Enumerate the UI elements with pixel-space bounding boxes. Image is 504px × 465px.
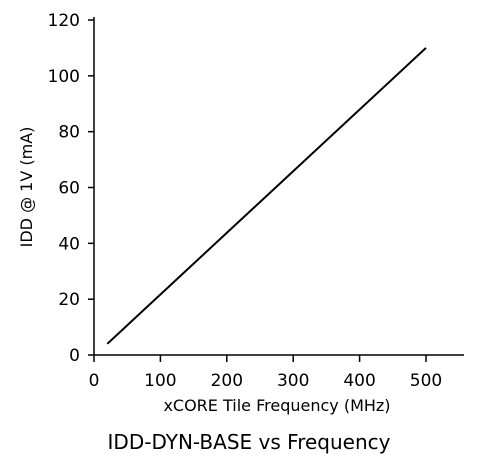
chart-caption: IDD-DYN-BASE vs Frequency <box>108 430 391 454</box>
y-ticks: 0 20 40 60 80 100 120 <box>48 11 94 366</box>
y-tick-label: 20 <box>58 290 80 310</box>
y-tick-label: 40 <box>58 234 80 254</box>
y-tick-label: 0 <box>69 346 80 366</box>
y-tick-label: 80 <box>58 123 80 143</box>
y-tick-label: 60 <box>58 179 80 199</box>
x-tick-label: 300 <box>277 371 309 391</box>
x-tick-label: 200 <box>211 371 243 391</box>
x-tick-label: 400 <box>343 371 375 391</box>
x-axis-label: xCORE Tile Frequency (MHz) <box>163 396 390 415</box>
series-line <box>106 47 427 345</box>
x-ticks: 0 100 200 300 400 500 <box>89 355 442 391</box>
x-tick-label: 0 <box>89 371 100 391</box>
y-tick-label: 100 <box>48 67 80 87</box>
series-lines <box>106 47 427 345</box>
x-tick-label: 500 <box>410 371 442 391</box>
x-tick-label: 100 <box>144 371 176 391</box>
y-axis-label: IDD @ 1V (mA) <box>17 127 36 248</box>
y-tick-label: 120 <box>48 11 80 31</box>
